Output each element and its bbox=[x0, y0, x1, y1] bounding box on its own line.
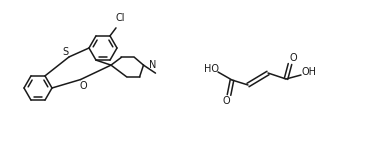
Text: HO: HO bbox=[204, 64, 219, 74]
Text: O: O bbox=[289, 53, 297, 63]
Text: O: O bbox=[222, 96, 230, 106]
Text: N: N bbox=[148, 60, 156, 70]
Text: OH: OH bbox=[302, 67, 316, 77]
Text: S: S bbox=[62, 47, 68, 57]
Text: O: O bbox=[80, 81, 87, 91]
Text: Cl: Cl bbox=[115, 13, 125, 23]
